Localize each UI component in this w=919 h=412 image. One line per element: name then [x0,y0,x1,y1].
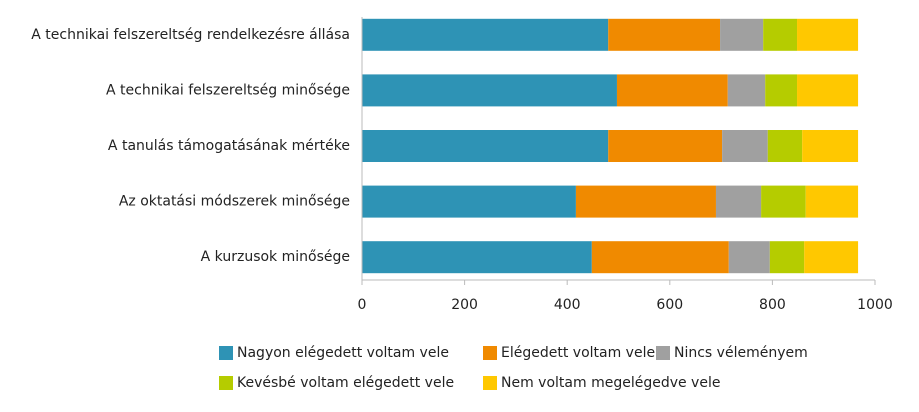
y-tick-label: A technikai felszereltség minősége [106,82,350,98]
legend-label: Nincs véleményem [674,345,808,361]
legend-label: Nem voltam megelégedve vele [501,375,720,391]
bar-segment [575,185,716,218]
bar-segment [616,74,728,107]
x-tick-label: 600 [656,297,683,313]
bar-segment [763,18,798,51]
bar-segment [715,185,762,218]
legend-swatch [219,376,233,390]
x-tick-label: 0 [358,297,367,313]
legend-label: Nagyon elégedett voltam vele [237,345,449,361]
y-tick-label: A tanulás támogatásának mértéke [108,138,350,154]
bar-segment [362,241,592,274]
legend-label: Kevésbé voltam elégedett vele [237,375,454,391]
y-tick-label: A kurzusok minősége [201,249,350,265]
y-tick-label: Az oktatási módszerek minősége [119,194,350,210]
bar-segment [761,185,806,218]
legend-swatch [483,346,497,360]
bar-segment [722,130,768,162]
bar-segment [728,241,770,274]
bar-segment [608,18,721,51]
bar-segment [802,130,859,162]
legend-swatch [656,346,670,360]
bar-segment [765,74,798,107]
x-tick-label: 400 [554,297,581,313]
legend-label: Elégedett voltam vele [501,345,655,361]
bar-segment [591,241,729,274]
x-tick-label: 200 [451,297,478,313]
legend-swatch [219,346,233,360]
bar-segment [608,130,723,162]
bar-segment [797,18,859,51]
bar-segment [797,74,859,107]
legend-swatch [483,376,497,390]
x-tick-label: 800 [759,297,786,313]
bar-segment [362,18,609,51]
bar-segment [804,241,859,274]
bar-segment [805,185,859,218]
bar-segment [362,185,576,218]
y-tick-label: A technikai felszereltség rendelkezésre … [31,27,350,43]
bar-segment [362,130,609,162]
bar-segment [727,74,766,107]
bar-segment [769,241,805,274]
bar-segment [362,74,617,107]
bar-segment [767,130,803,162]
bar-segment [720,18,764,51]
x-tick-label: 1000 [857,297,893,313]
